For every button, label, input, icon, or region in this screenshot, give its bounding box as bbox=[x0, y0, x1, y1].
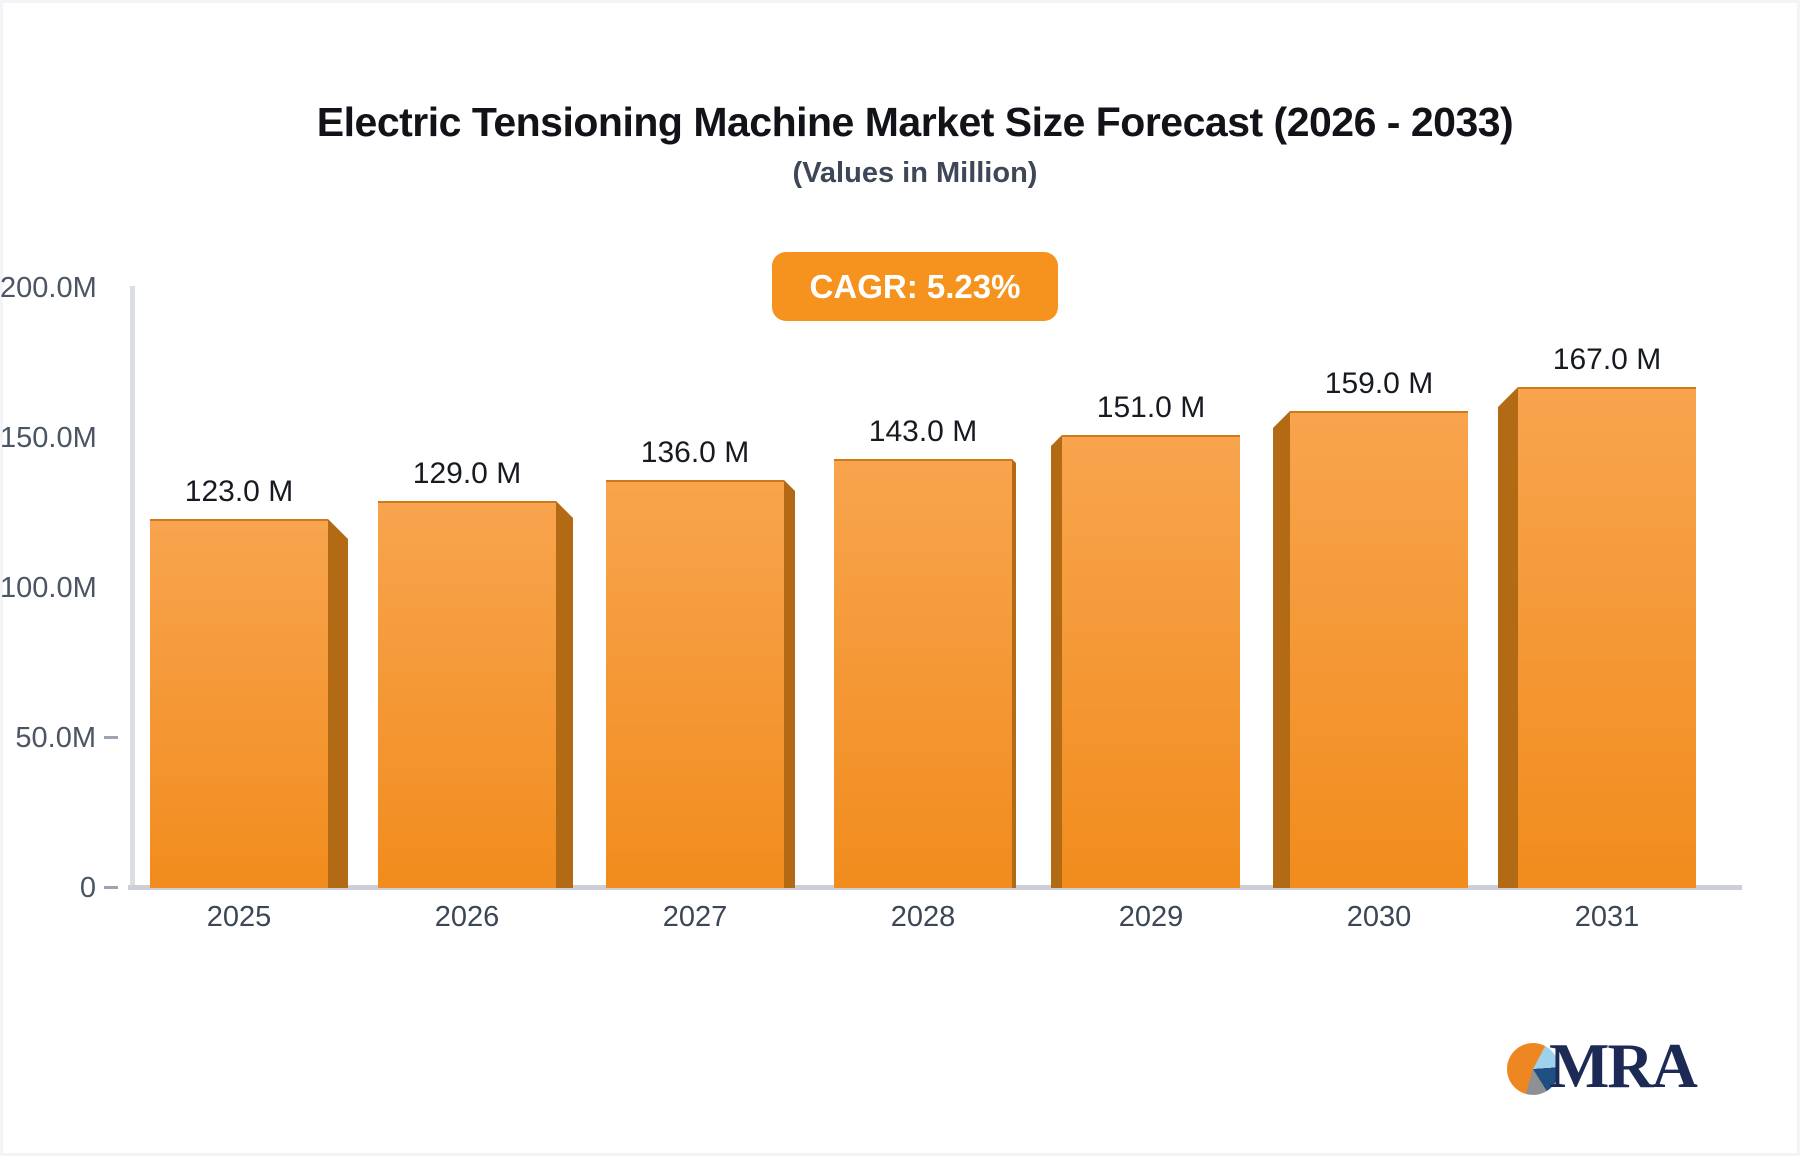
chart-subtitle: (Values in Million) bbox=[792, 157, 1038, 190]
x-axis-label: 2030 bbox=[1346, 901, 1412, 933]
chart-title: Electric Tensioning Machine Market Size … bbox=[316, 99, 1514, 145]
pie-chart-logo-icon bbox=[1507, 1043, 1559, 1095]
bar-side bbox=[1273, 411, 1290, 888]
bar-value-label: 143.0 M bbox=[868, 415, 978, 448]
bar-value-label: 167.0 M bbox=[1552, 343, 1662, 376]
y-axis-label: 100.0M bbox=[0, 572, 97, 604]
bar-side bbox=[1012, 459, 1016, 888]
y-axis-label: 200.0M bbox=[0, 272, 97, 304]
y-axis-label: 150.0M bbox=[0, 422, 97, 454]
bar-value-label: 123.0 M bbox=[184, 475, 294, 508]
x-axis-label: 2025 bbox=[206, 901, 272, 933]
bar-value-label: 136.0 M bbox=[640, 436, 750, 469]
y-axis-label: 0 bbox=[79, 872, 96, 904]
chart-header: Electric Tensioning Machine Market Size … bbox=[30, 99, 1800, 321]
bar bbox=[1062, 435, 1240, 888]
bar-value-label: 159.0 M bbox=[1324, 367, 1434, 400]
bar-side bbox=[1051, 435, 1062, 888]
bar-side bbox=[784, 480, 795, 888]
bar bbox=[834, 459, 1012, 888]
y-axis-tick bbox=[104, 736, 118, 739]
bar bbox=[1290, 411, 1468, 888]
x-axis-label: 2031 bbox=[1574, 901, 1640, 933]
bar bbox=[1518, 387, 1696, 888]
cagr-badge: CAGR: 5.23% bbox=[771, 251, 1059, 321]
y-axis-tick bbox=[104, 886, 118, 889]
bar-value-label: 151.0 M bbox=[1096, 391, 1206, 424]
x-axis-label: 2029 bbox=[1118, 901, 1184, 933]
bar bbox=[150, 519, 328, 888]
y-axis-label: 50.0M bbox=[15, 722, 96, 754]
bar-side bbox=[556, 501, 573, 888]
logo-text: MRA bbox=[1549, 1030, 1698, 1101]
bar-value-label: 129.0 M bbox=[412, 457, 522, 490]
y-axis-line bbox=[130, 286, 135, 885]
bar bbox=[378, 501, 556, 888]
x-axis-label: 2028 bbox=[890, 901, 956, 933]
bar bbox=[606, 480, 784, 888]
x-axis-label: 2026 bbox=[434, 901, 500, 933]
mra-logo: MRA bbox=[1507, 1034, 1767, 1114]
bar-side bbox=[1498, 387, 1518, 888]
bar-side bbox=[328, 519, 348, 888]
x-axis-label: 2027 bbox=[662, 901, 728, 933]
